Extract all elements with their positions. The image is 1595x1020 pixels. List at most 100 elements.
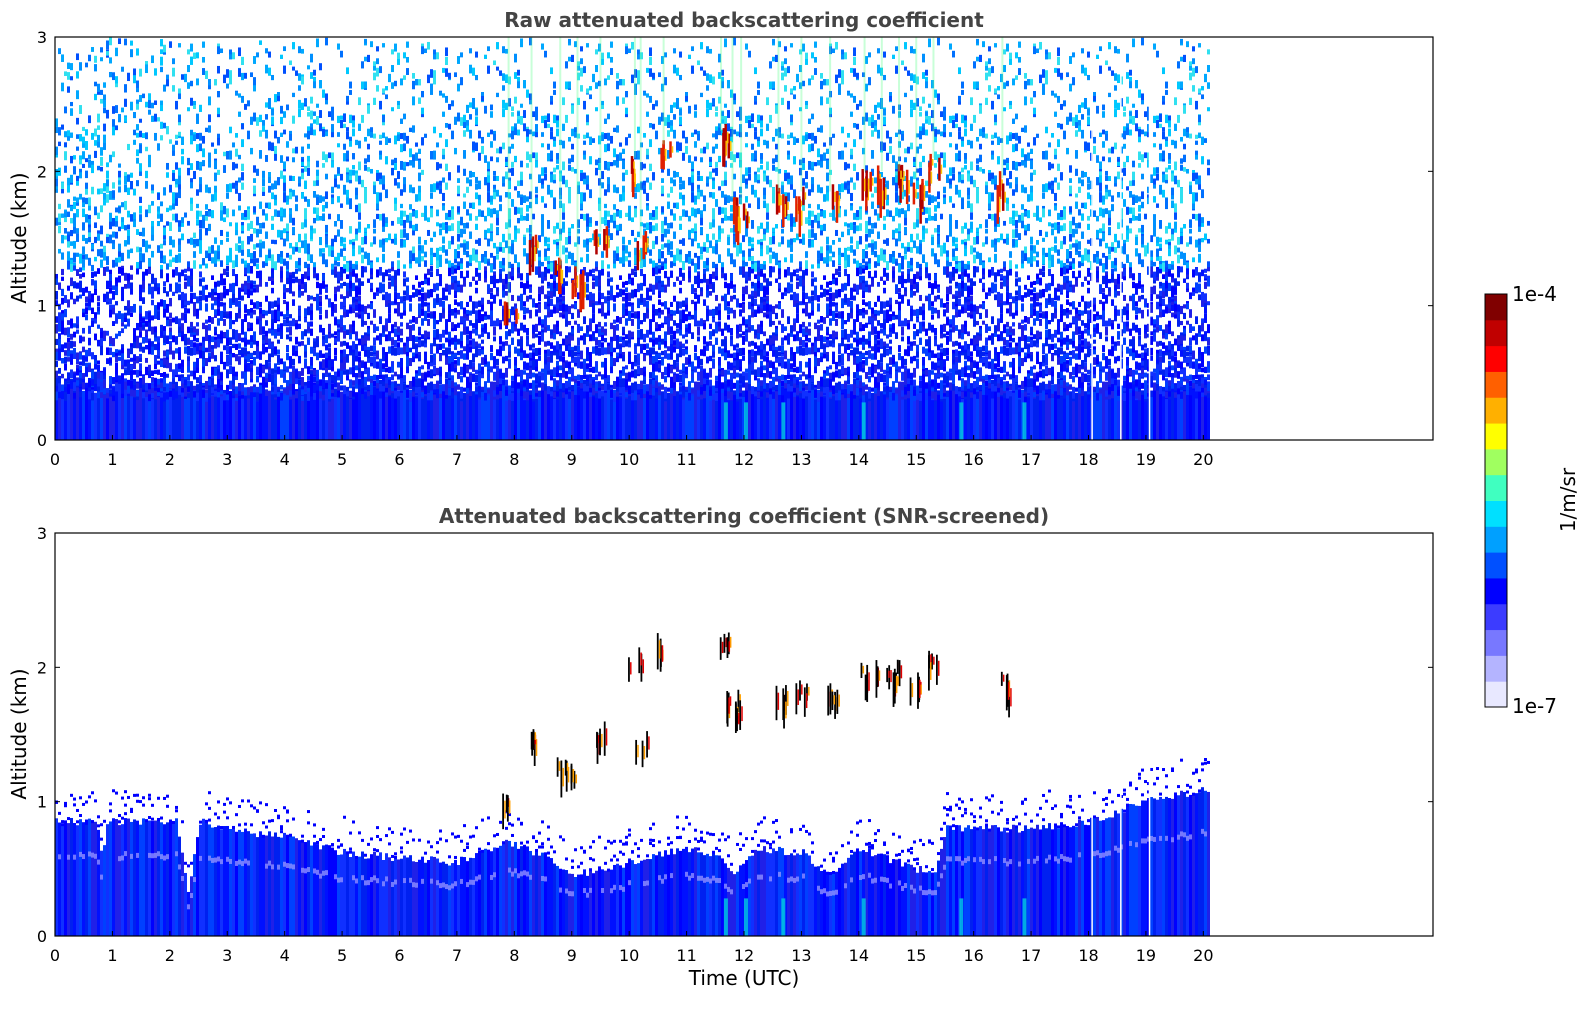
raw-noise-speckle [481, 253, 484, 263]
raw-noise-speckle [496, 370, 499, 378]
raw-noise-speckle [448, 284, 451, 294]
raw-noise-speckle [112, 392, 115, 402]
raw-noise-speckle [115, 349, 118, 355]
raw-noise-speckle [427, 74, 430, 84]
raw-noise-speckle [301, 240, 304, 248]
raw-noise-speckle [526, 279, 529, 289]
raw-noise-speckle [64, 142, 67, 148]
raw-noise-speckle [466, 270, 469, 278]
raw-noise-speckle [109, 37, 112, 46]
raw-noise-speckle [142, 253, 145, 263]
raw-noise-speckle [139, 205, 142, 214]
raw-noise-speckle [247, 264, 250, 274]
raw-noise-speckle [175, 162, 178, 170]
raw-noise-speckle [292, 189, 295, 197]
raw-noise-speckle [226, 231, 229, 238]
raw-noise-speckle [277, 354, 280, 363]
raw-noise-speckle [544, 269, 547, 278]
raw-noise-speckle [238, 111, 241, 117]
raw-noise-speckle [238, 384, 241, 391]
raw-noise-speckle [145, 101, 148, 108]
raw-noise-speckle [265, 202, 268, 209]
raw-signal-column [322, 387, 325, 440]
raw-noise-speckle [283, 129, 286, 135]
raw-noise-speckle [280, 266, 283, 271]
raw-noise-speckle [109, 71, 112, 78]
raw-noise-speckle [448, 240, 451, 250]
raw-noise-speckle [88, 290, 91, 299]
raw-noise-speckle [130, 49, 133, 58]
raw-noise-speckle [160, 372, 163, 377]
raw-noise-speckle [97, 134, 100, 144]
raw-noise-speckle [454, 283, 457, 292]
raw-noise-speckle [274, 196, 277, 206]
raw-noise-speckle [526, 362, 529, 371]
raw-noise-speckle [181, 74, 184, 80]
raw-noise-speckle [262, 346, 265, 355]
raw-noise-speckle [172, 383, 175, 389]
raw-noise-speckle [469, 390, 472, 397]
raw-noise-speckle [514, 371, 517, 377]
raw-noise-speckle [124, 312, 127, 318]
raw-noise-speckle [139, 353, 142, 359]
raw-noise-speckle [367, 278, 370, 283]
raw-noise-speckle [340, 375, 343, 385]
raw-signal-column [178, 390, 181, 440]
raw-noise-speckle [76, 295, 79, 302]
raw-noise-speckle [166, 351, 169, 357]
raw-noise-speckle [61, 54, 64, 62]
raw-noise-speckle [475, 349, 478, 358]
raw-noise-speckle [220, 292, 223, 302]
raw-noise-speckle [502, 109, 505, 118]
raw-noise-speckle [415, 345, 418, 353]
raw-noise-speckle [265, 320, 268, 326]
raw-noise-speckle [385, 367, 388, 373]
raw-noise-speckle [298, 246, 301, 253]
raw-noise-speckle [412, 125, 415, 133]
raw-noise-speckle [457, 228, 460, 234]
raw-noise-speckle [130, 364, 133, 371]
raw-noise-speckle [457, 261, 460, 267]
raw-noise-speckle [439, 343, 442, 350]
raw-noise-speckle [451, 282, 454, 290]
raw-noise-speckle [508, 317, 511, 323]
raw-noise-speckle [379, 379, 382, 384]
raw-noise-speckle [319, 286, 322, 295]
raw-noise-speckle [544, 349, 547, 356]
raw-noise-speckle [463, 193, 466, 198]
raw-noise-speckle [304, 180, 307, 190]
raw-noise-speckle [100, 331, 103, 338]
raw-noise-speckle [55, 126, 58, 134]
raw-noise-speckle [157, 302, 160, 310]
raw-noise-speckle [157, 311, 160, 320]
raw-noise-speckle [190, 278, 193, 286]
raw-signal-column [277, 392, 280, 440]
raw-noise-speckle [400, 203, 403, 209]
raw-noise-speckle [193, 391, 196, 398]
raw-noise-speckle [478, 349, 481, 355]
raw-signal-column [403, 382, 406, 440]
raw-noise-speckle [514, 382, 517, 390]
raw-noise-speckle [469, 310, 472, 316]
raw-noise-speckle [55, 217, 58, 226]
raw-noise-speckle [289, 214, 292, 223]
raw-noise-speckle [526, 307, 529, 314]
raw-noise-speckle [196, 367, 199, 373]
raw-noise-speckle [511, 239, 514, 247]
raw-noise-speckle [205, 295, 208, 301]
raw-noise-speckle [316, 301, 319, 311]
raw-noise-speckle [310, 53, 313, 63]
raw-noise-speckle [199, 240, 202, 248]
raw-noise-speckle [277, 367, 280, 375]
raw-noise-speckle [145, 209, 148, 218]
raw-noise-speckle [448, 225, 451, 232]
raw-noise-speckle [232, 142, 235, 148]
raw-noise-speckle [238, 293, 241, 301]
raw-noise-speckle [109, 221, 112, 230]
raw-noise-speckle [247, 362, 250, 372]
raw-noise-speckle [505, 171, 508, 180]
raw-noise-speckle [250, 322, 253, 328]
raw-noise-speckle [367, 335, 370, 341]
raw-noise-speckle [85, 188, 88, 195]
